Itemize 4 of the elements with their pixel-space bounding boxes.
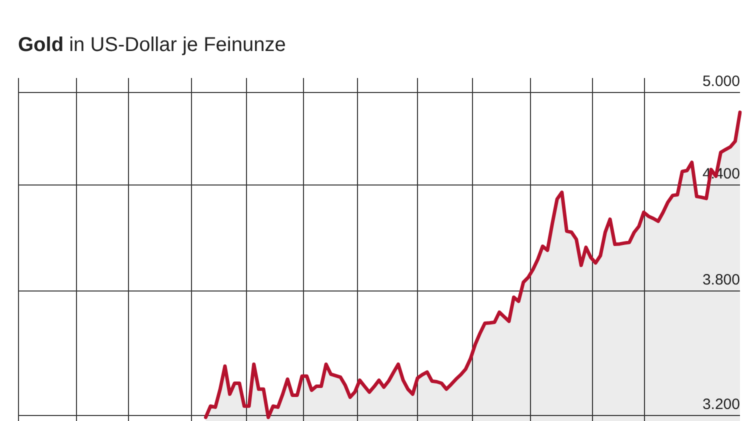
y-tick-label: 3.800 — [702, 272, 740, 289]
chart-title: Gold in US-Dollar je Feinunze — [18, 34, 286, 57]
y-tick-label: 5.000 — [702, 72, 740, 90]
y-tick-label: 3.200 — [702, 396, 740, 413]
